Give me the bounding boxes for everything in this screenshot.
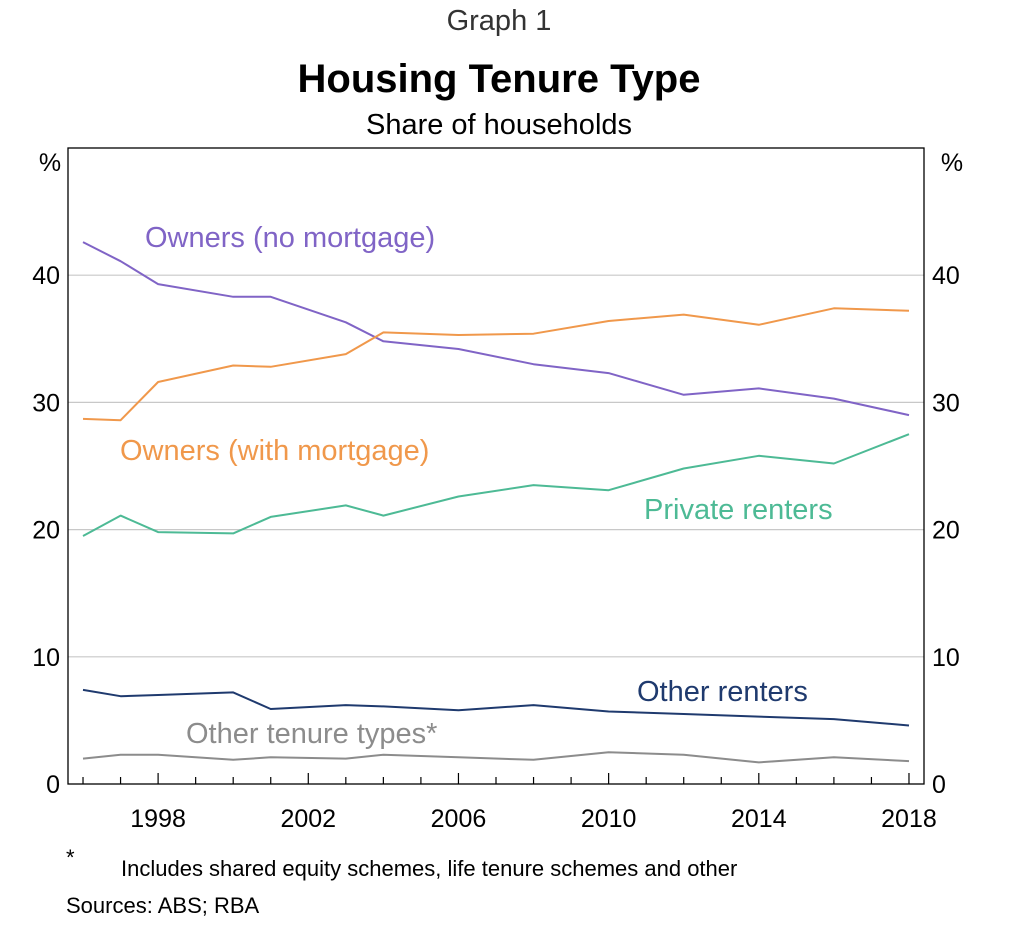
y-tick-label-right-20: 20 bbox=[932, 517, 960, 545]
label-owners-no-mortgage: Owners (no mortgage) bbox=[145, 222, 435, 254]
chart-subtitle: Share of households bbox=[366, 109, 632, 141]
y-tick-label-right-0: 0 bbox=[932, 771, 946, 799]
series-line-owners-no-mortgage bbox=[82, 241, 910, 417]
y-unit-right: % bbox=[941, 149, 963, 177]
x-tick-label-1998: 1998 bbox=[130, 805, 186, 833]
x-tick-labels: 1998 2002 2006 2010 2014 2018 bbox=[130, 805, 937, 833]
series-line-owners-with-mortgage bbox=[82, 307, 910, 422]
y-tick-label-left-10: 10 bbox=[32, 644, 60, 672]
footnote-marker: * bbox=[66, 845, 75, 870]
label-private-renters: Private renters bbox=[644, 494, 833, 526]
y-tick-label-right-30: 30 bbox=[932, 389, 960, 417]
x-tick-label-2018: 2018 bbox=[881, 805, 937, 833]
x-tick-label-2006: 2006 bbox=[431, 805, 487, 833]
x-tick-label-2010: 2010 bbox=[581, 805, 637, 833]
x-tick-label-2002: 2002 bbox=[280, 805, 336, 833]
y-tick-label-left-40: 40 bbox=[32, 262, 60, 290]
y-tick-label-left-30: 30 bbox=[32, 389, 60, 417]
y-tick-label-left-0: 0 bbox=[46, 771, 60, 799]
label-other-renters: Other renters bbox=[637, 676, 808, 708]
series-line-private-renters bbox=[82, 433, 910, 537]
y-tick-label-right-40: 40 bbox=[932, 262, 960, 290]
y-tick-label-left-20: 20 bbox=[32, 517, 60, 545]
chart-title: Housing Tenure Type bbox=[298, 57, 701, 101]
label-owners-with-mortgage: Owners (with mortgage) bbox=[120, 435, 429, 467]
sources: Sources: ABS; RBA bbox=[66, 893, 260, 918]
gridlines bbox=[68, 274, 924, 658]
label-other-tenure-types: Other tenure types* bbox=[186, 718, 437, 750]
y-tick-labels: 0 0 10 10 20 20 30 30 40 40 bbox=[32, 262, 960, 799]
footnote-text: Includes shared equity schemes, life ten… bbox=[121, 856, 737, 881]
graph-number: Graph 1 bbox=[447, 5, 552, 37]
x-ticks bbox=[82, 773, 910, 784]
series-lines bbox=[82, 241, 910, 764]
x-tick-label-2014: 2014 bbox=[731, 805, 787, 833]
series-line-other-renters bbox=[82, 688, 910, 727]
series-line-other-tenure-types bbox=[82, 751, 910, 764]
y-tick-label-right-10: 10 bbox=[932, 644, 960, 672]
y-unit-left: % bbox=[39, 149, 61, 177]
